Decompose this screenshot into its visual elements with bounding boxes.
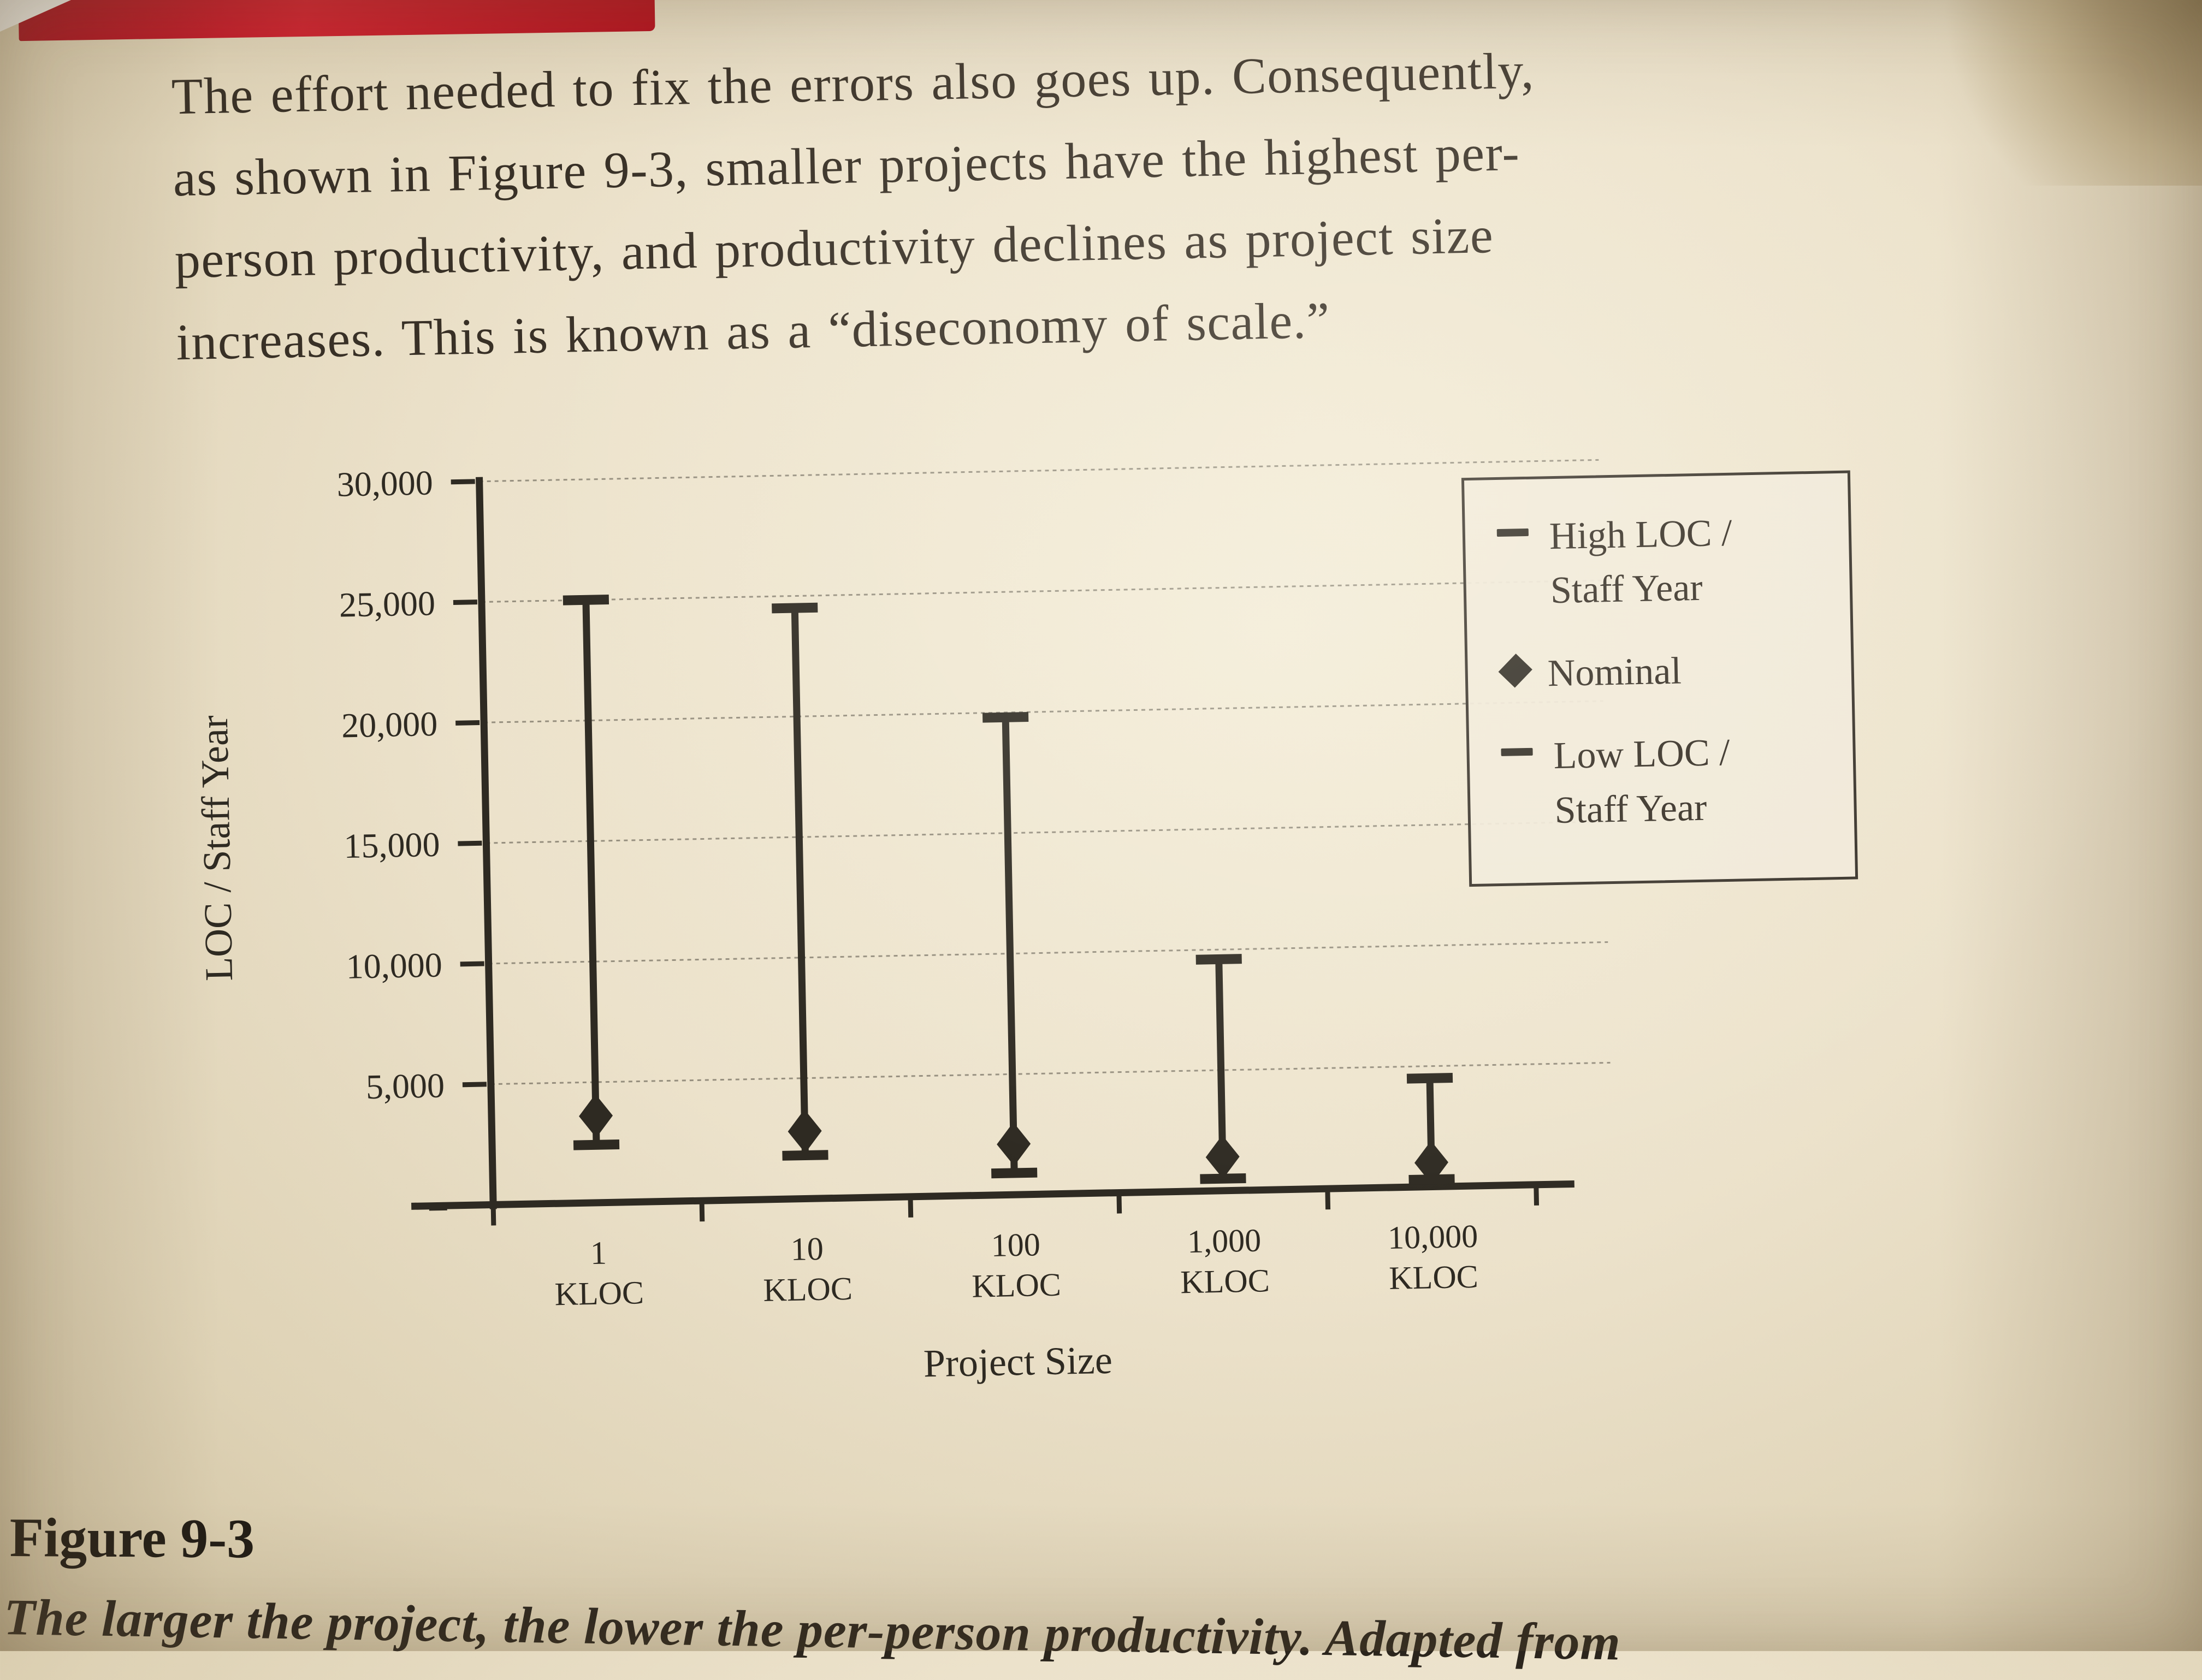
- nominal-diamond-marker: [579, 1094, 613, 1138]
- y-tick: [462, 1082, 487, 1088]
- legend-entry: High LOC / Staff Year: [1496, 504, 1831, 619]
- legend-entry: Nominal: [1498, 641, 1832, 702]
- legend-label: High LOC / Staff Year: [1549, 512, 1733, 612]
- x-category-label: 10: [790, 1231, 824, 1267]
- x-category-unit: KLOC: [763, 1271, 853, 1308]
- x-category-label: 1,000: [1187, 1222, 1262, 1260]
- gridline: [488, 941, 1608, 965]
- low-cap-marker: [991, 1167, 1038, 1179]
- low-cap-marker: [573, 1139, 620, 1150]
- y-tick-label: 20,000: [341, 704, 438, 745]
- chart-figure: 30,00025,00020,00015,00010,0005,000–1KLO…: [140, 426, 1677, 1438]
- x-category-unit: KLOC: [1389, 1258, 1479, 1296]
- x-axis-title: Project Size: [923, 1338, 1112, 1386]
- x-category-label: 1: [590, 1235, 607, 1272]
- cap-marker-icon: [1501, 747, 1533, 757]
- high-cap-marker: [1195, 954, 1242, 965]
- diamond-marker-icon: [1498, 653, 1532, 688]
- nominal-diamond-marker: [788, 1109, 822, 1153]
- chart-legend: High LOC / Staff Year Nominal Low LOC / Staf…: [1461, 470, 1858, 887]
- cap-marker-icon: [1496, 528, 1529, 537]
- gridline: [486, 821, 1606, 844]
- body-paragraph: The effort needed to fix the errors also…: [171, 22, 1952, 383]
- x-tick: [1116, 1192, 1122, 1214]
- range-line: [582, 599, 600, 1145]
- low-cap-marker: [782, 1150, 828, 1161]
- y-axis-title: LOC / Staff Year: [192, 715, 241, 982]
- y-tick-label: 30,000: [336, 463, 433, 503]
- x-category-unit: KLOC: [1180, 1262, 1270, 1300]
- y-tick-label: 15,000: [344, 825, 440, 865]
- x-category-unit: KLOC: [554, 1274, 644, 1312]
- legend-label: Nominal: [1547, 650, 1682, 695]
- y-tick: [458, 840, 482, 846]
- x-tick: [908, 1196, 914, 1218]
- y-tick-label: 10,000: [346, 946, 442, 986]
- y-tick: [453, 599, 478, 605]
- y-tick-label: 25,000: [339, 584, 435, 624]
- high-cap-marker: [772, 602, 818, 614]
- high-cap-marker: [1406, 1072, 1453, 1084]
- y-tick-label: 5,000: [365, 1066, 445, 1106]
- gridline: [484, 700, 1603, 723]
- range-line: [791, 608, 809, 1156]
- chart-svg: 30,00025,00020,00015,00010,0005,000–1KLO…: [192, 459, 1611, 1386]
- x-axis: [411, 1180, 1574, 1210]
- x-category-label: 10,000: [1387, 1218, 1478, 1256]
- y-tick: [455, 720, 480, 726]
- gridline: [481, 579, 1601, 603]
- legend-entry: Low LOC / Staff Year: [1501, 723, 1835, 838]
- x-tick: [1534, 1184, 1540, 1206]
- gridline: [479, 459, 1599, 483]
- gridline: [490, 1061, 1611, 1085]
- high-cap-marker: [563, 595, 609, 605]
- nominal-diamond-marker: [997, 1122, 1031, 1166]
- nominal-diamond-marker: [1414, 1141, 1448, 1185]
- figure-label: Figure 9-3: [9, 1507, 255, 1570]
- high-cap-marker: [982, 712, 1029, 723]
- range-line: [1002, 717, 1018, 1173]
- x-category-unit: KLOC: [972, 1267, 1062, 1304]
- x-tick: [490, 1204, 496, 1226]
- nominal-diamond-marker: [1205, 1135, 1240, 1179]
- page-curl-corner: [1831, 0, 2202, 186]
- legend-label: Low LOC / Staff Year: [1553, 732, 1731, 832]
- y-axis: [476, 477, 497, 1209]
- x-category-label: 100: [991, 1226, 1040, 1263]
